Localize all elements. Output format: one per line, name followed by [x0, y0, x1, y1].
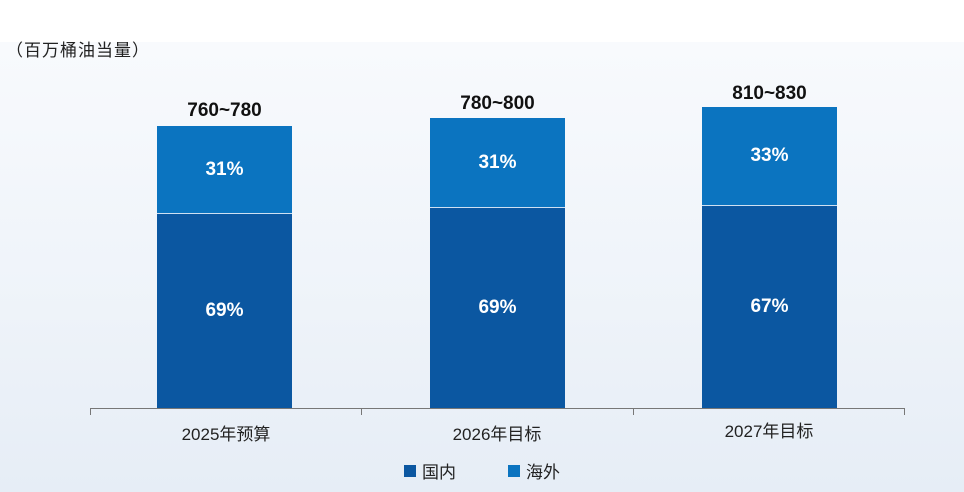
- x-axis-category-label: 2027年目标: [724, 422, 814, 441]
- bar-segment-domestic: 69%: [430, 208, 565, 408]
- x-axis-line: [90, 408, 905, 409]
- legend-swatch-icon: [508, 464, 520, 477]
- bar-segment-domestic: 67%: [702, 206, 837, 408]
- bar-segment-overseas: 31%: [157, 126, 292, 214]
- legend-label: 国内: [422, 463, 456, 482]
- x-axis-tick: [633, 408, 634, 415]
- stacked-bar-2027: 33% 67%: [702, 107, 837, 408]
- x-axis-tick: [904, 408, 905, 415]
- legend-swatch-icon: [404, 464, 416, 477]
- legend-item-overseas: 海外: [508, 458, 560, 483]
- x-axis-category-label: 2025年预算: [181, 425, 271, 444]
- overseas-pct-label: 31%: [205, 158, 244, 180]
- domestic-pct-label: 69%: [478, 297, 517, 318]
- stacked-bar-2026: 31% 69%: [430, 118, 565, 408]
- domestic-pct-label: 69%: [205, 300, 244, 321]
- bar-segment-overseas: 33%: [702, 107, 837, 206]
- legend-label: 海外: [526, 463, 560, 482]
- legend-item-domestic: 国内: [404, 458, 456, 483]
- chart-legend: 国内 海外: [0, 458, 964, 483]
- x-axis-tick: [90, 408, 91, 415]
- bar-total-label: 780~800: [460, 93, 535, 114]
- unit-label: （百万桶油当量）: [6, 41, 150, 60]
- bar-segment-domestic: 69%: [157, 214, 292, 408]
- bar-total-label: 760~780: [187, 100, 262, 121]
- overseas-pct-label: 33%: [750, 145, 789, 166]
- x-axis-tick: [361, 408, 362, 415]
- bar-total-label: 810~830: [732, 83, 807, 104]
- domestic-pct-label: 67%: [750, 296, 789, 317]
- bar-segment-overseas: 31%: [430, 118, 565, 208]
- overseas-pct-label: 31%: [478, 151, 517, 173]
- stacked-bar-2025: 31% 69%: [157, 126, 292, 408]
- x-axis-category-label: 2026年目标: [452, 425, 542, 444]
